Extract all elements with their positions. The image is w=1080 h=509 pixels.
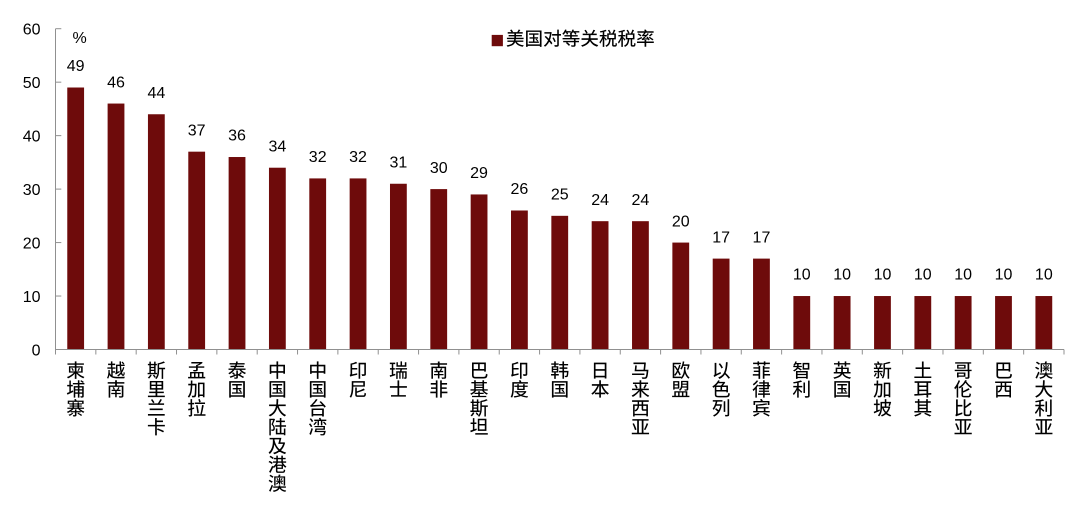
svg-text:34: 34 xyxy=(268,138,286,155)
svg-text:10: 10 xyxy=(833,267,851,284)
svg-text:25: 25 xyxy=(551,187,569,204)
svg-text:30: 30 xyxy=(430,160,448,177)
svg-text:17: 17 xyxy=(712,229,730,246)
svg-text:10: 10 xyxy=(954,267,972,284)
svg-text:29: 29 xyxy=(470,165,488,182)
svg-text:46: 46 xyxy=(107,74,125,91)
svg-text:36: 36 xyxy=(228,128,246,145)
svg-text:10: 10 xyxy=(23,289,41,306)
svg-text:17: 17 xyxy=(753,229,771,246)
svg-text:0: 0 xyxy=(32,342,41,359)
svg-text:10: 10 xyxy=(995,267,1013,284)
svg-text:30: 30 xyxy=(23,182,41,199)
svg-text:10: 10 xyxy=(793,267,811,284)
svg-text:24: 24 xyxy=(591,192,609,209)
svg-text:10: 10 xyxy=(874,267,892,284)
svg-text:32: 32 xyxy=(349,149,367,166)
svg-text:31: 31 xyxy=(389,154,407,171)
svg-text:26: 26 xyxy=(511,181,529,198)
svg-text:50: 50 xyxy=(23,75,41,92)
svg-text:37: 37 xyxy=(188,122,206,139)
svg-text:%: % xyxy=(72,30,86,47)
svg-text:20: 20 xyxy=(23,235,41,252)
svg-text:10: 10 xyxy=(914,267,932,284)
svg-text:24: 24 xyxy=(632,192,650,209)
svg-text:49: 49 xyxy=(67,58,85,75)
svg-text:60: 60 xyxy=(23,22,41,39)
svg-text:10: 10 xyxy=(1035,267,1053,284)
svg-text:32: 32 xyxy=(309,149,327,166)
svg-text:44: 44 xyxy=(147,85,165,102)
svg-text:20: 20 xyxy=(672,213,690,230)
svg-text:40: 40 xyxy=(23,128,41,145)
